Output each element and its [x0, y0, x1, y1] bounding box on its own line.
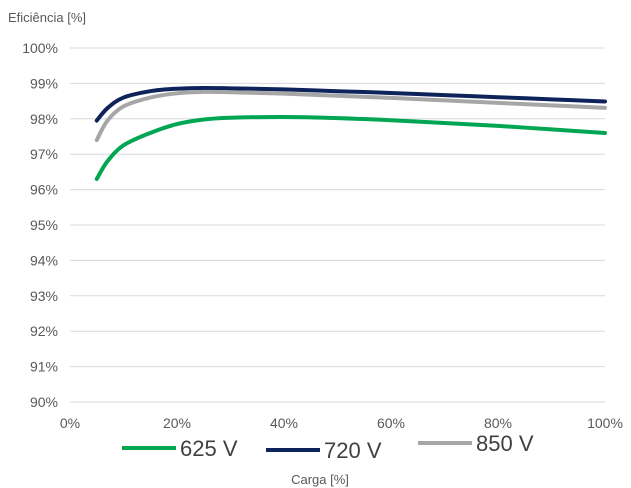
series-line-720-v [94, 85, 607, 123]
series-line-850-v [94, 89, 607, 143]
legend-label-625-v: 625 V [180, 436, 238, 461]
y-tick-label: 91% [30, 359, 58, 375]
x-tick-label: 60% [377, 415, 405, 431]
x-tick-label: 40% [270, 415, 298, 431]
y-tick-label: 99% [30, 75, 58, 91]
x-axis-title: Carga [%] [291, 472, 349, 487]
x-tick-label: 20% [163, 415, 191, 431]
x-tick-label: 100% [587, 415, 623, 431]
gridlines [70, 47, 605, 403]
y-tick-label: 95% [30, 217, 58, 233]
y-tick-label: 98% [30, 111, 58, 127]
series-line-625-v [94, 115, 607, 181]
x-tick-labels: 0% 20% 40% 60% 80% 100% [60, 415, 623, 431]
legend-label-720-v: 720 V [324, 438, 382, 463]
x-tick-label: 0% [60, 415, 80, 431]
y-axis-title: Eficiência [%] [8, 10, 86, 25]
y-tick-label: 96% [30, 182, 58, 198]
y-tick-label: 97% [30, 146, 58, 162]
y-tick-label: 100% [22, 40, 58, 56]
x-tick-label: 80% [484, 415, 512, 431]
y-tick-label: 94% [30, 252, 58, 268]
series-lines [94, 85, 607, 181]
legend: 625 V 720 V 850 V [122, 431, 534, 463]
y-tick-label: 93% [30, 288, 58, 304]
y-tick-label: 92% [30, 323, 58, 339]
y-tick-label: 90% [30, 394, 58, 410]
legend-label-850-v: 850 V [476, 431, 534, 456]
y-tick-labels: 90% 91% 92% 93% 94% 95% 96% 97% 98% 99% 100% [22, 40, 58, 410]
